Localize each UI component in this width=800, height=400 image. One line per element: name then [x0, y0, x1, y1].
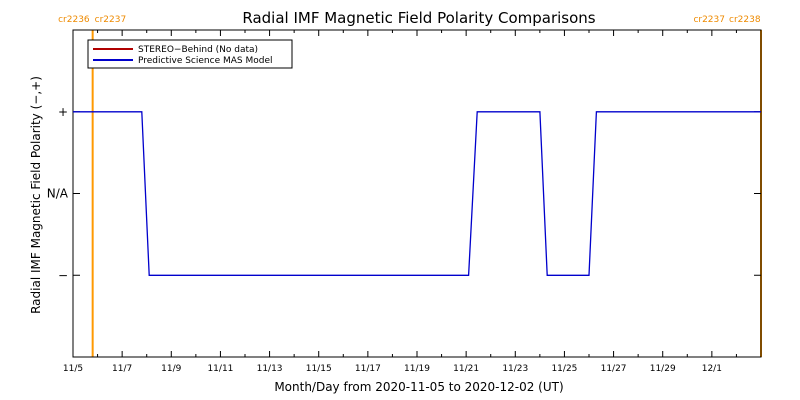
x-tick-label: 11/23	[502, 364, 528, 374]
x-tick-label: 11/7	[112, 364, 132, 374]
y-axis-label: Radial IMF Magnetic Field Polarity (−,+)	[29, 76, 43, 314]
y-level-label: N/A	[47, 187, 69, 201]
y-level-label: +	[58, 105, 68, 119]
x-axis-label: Month/Day from 2020-11-05 to 2020-12-02 …	[274, 380, 563, 394]
x-axis-ticks: 11/5 11/7 11/9 11/11 11/13 11/15 11/17 11/19 11/…	[63, 30, 762, 374]
plot-frame	[72, 29, 762, 358]
series-layer	[73, 111, 761, 276]
legend-entry: STEREO−Behind (No data)	[138, 45, 258, 55]
carrington-label-right: cr2237	[95, 15, 127, 25]
legend-entry: Predictive Science MAS Model	[138, 56, 273, 66]
x-tick-label: 11/27	[601, 364, 627, 374]
y-axis-levels: + N/A −	[47, 105, 761, 282]
x-tick-label: 11/15	[306, 364, 332, 374]
x-tick-label: 11/11	[207, 364, 233, 374]
y-level-label: −	[58, 268, 68, 282]
legend: STEREO−Behind (No data)Predictive Scienc…	[87, 39, 293, 69]
x-tick-label: 11/29	[650, 364, 676, 374]
carrington-label-left: cr2236	[58, 15, 90, 25]
x-tick-label: 11/13	[257, 364, 283, 374]
x-tick-label: 11/9	[161, 364, 181, 374]
x-tick-label: 11/17	[355, 364, 381, 374]
x-tick-label: 11/25	[551, 364, 577, 374]
x-tick-label: 11/5	[63, 364, 83, 374]
x-tick-label: 12/1	[702, 364, 722, 374]
chart-title: Radial IMF Magnetic Field Polarity Compa…	[242, 9, 595, 27]
carrington-label-left: cr2237	[693, 15, 725, 25]
carrington-label-right: cr2238	[729, 15, 761, 25]
x-tick-label: 11/21	[453, 364, 479, 374]
x-tick-label: 11/19	[404, 364, 430, 374]
legend-box	[87, 39, 293, 69]
series-line-mas-model	[73, 111, 761, 276]
